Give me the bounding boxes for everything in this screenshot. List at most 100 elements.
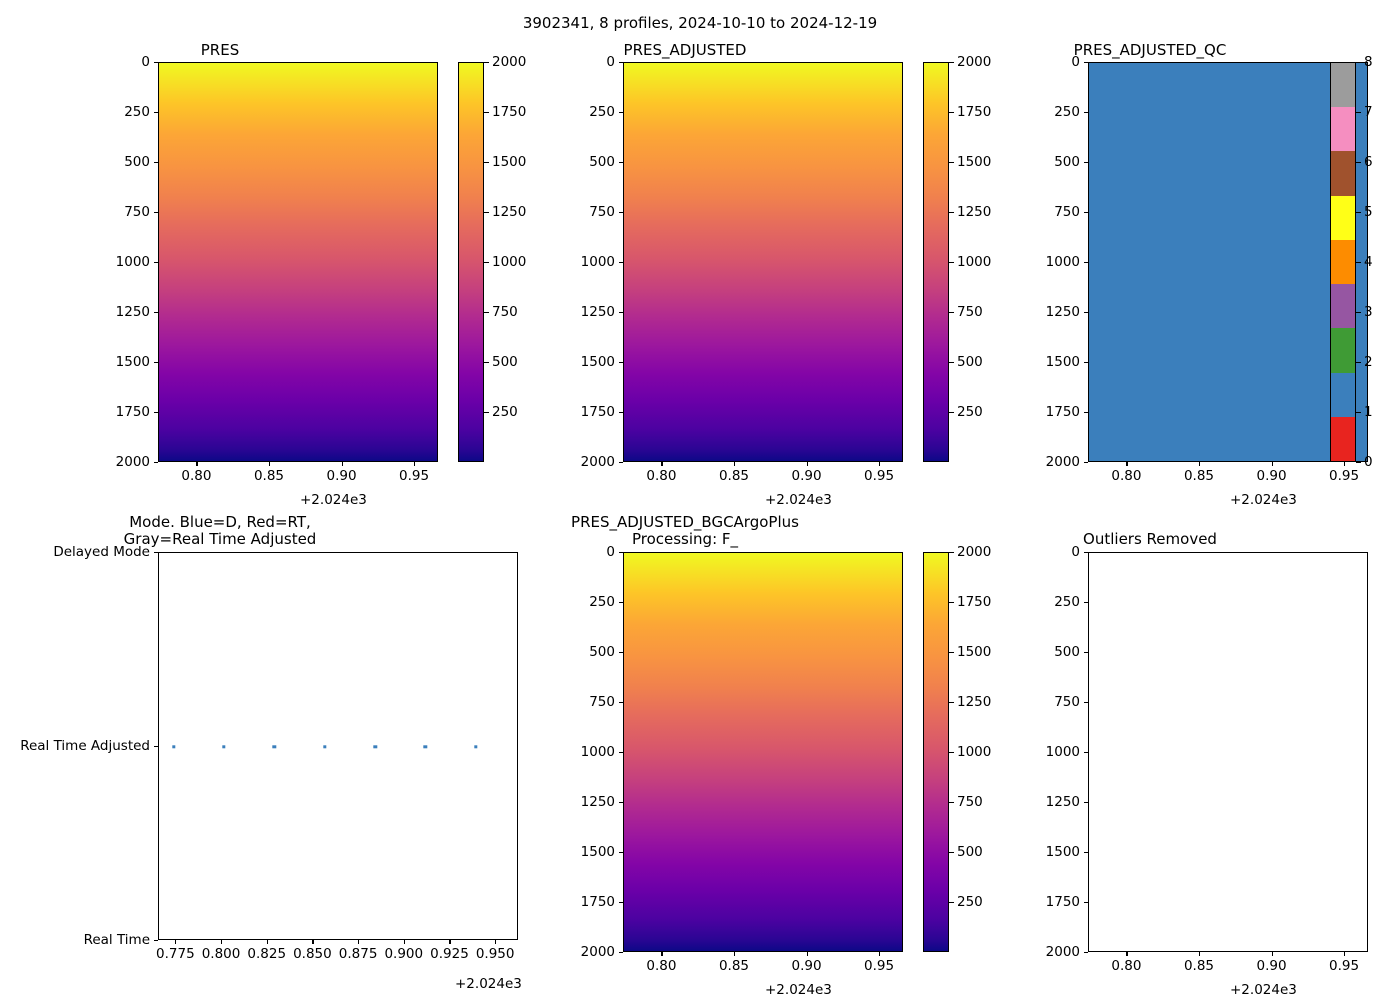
colorbar-tick-label: 1250 <box>957 694 992 710</box>
y-tick-mark <box>1084 262 1088 264</box>
y-tick-label: 1000 <box>580 744 615 760</box>
y-tick-mark <box>1084 802 1088 804</box>
panel-bgcargoplus-x-offset: +2.024e3 <box>765 982 832 998</box>
x-tick-label: 0.80 <box>181 468 212 484</box>
colorbar-tick-label: 2000 <box>957 544 992 560</box>
panel-bgcargoplus: PRES_ADJUSTED_BGCArgoPlus Processing: F_… <box>465 510 991 998</box>
colorbar-tick-mark <box>949 852 954 854</box>
y-tick-mark <box>1084 112 1088 114</box>
colorbar-tick-mark <box>484 162 489 164</box>
x-tick-mark <box>1126 462 1128 466</box>
colorbar-tick-mark <box>1356 262 1361 264</box>
panel-pres-adjusted-qc-axes[interactable] <box>1088 62 1368 462</box>
colorbar-tick-mark <box>949 62 954 64</box>
mode-data-point <box>373 745 377 749</box>
y-tick-label: 1250 <box>580 794 615 810</box>
x-tick-label: 0.85 <box>1183 468 1215 484</box>
colorbar-tick-label: 1500 <box>957 154 992 170</box>
y-tick-mark <box>619 802 623 804</box>
x-tick-mark <box>175 940 177 944</box>
colorbar-tick-label: 2 <box>1364 354 1373 370</box>
y-tick-label: 0 <box>606 54 615 70</box>
x-tick-label: 0.85 <box>718 468 750 484</box>
colorbar-tick-mark <box>949 112 954 114</box>
y-tick-label: 500 <box>589 644 615 660</box>
colorbar-tick-label: 1 <box>1364 404 1373 420</box>
y-tick-mark <box>1084 552 1088 554</box>
y-tick-mark <box>1084 312 1088 314</box>
colorbar-tick-label: 0 <box>1364 454 1373 470</box>
x-tick-label: 0.85 <box>253 468 285 484</box>
panel-pres-adjusted-x-offset: +2.024e3 <box>765 492 832 508</box>
qc-colorbar-band <box>1331 195 1355 240</box>
colorbar-tick-mark <box>1356 212 1361 214</box>
qc-colorbar-band <box>1331 372 1355 417</box>
x-tick-mark <box>266 940 268 944</box>
colorbar-tick-label: 250 <box>492 404 518 420</box>
pres-colorbar[interactable] <box>458 62 484 462</box>
mode-data-point <box>222 745 226 749</box>
qc-colorbar-band <box>1331 284 1355 329</box>
y-tick-label: 750 <box>1054 204 1080 220</box>
colorbar-tick-mark <box>484 312 489 314</box>
y-tick-mark <box>154 212 158 214</box>
y-tick-mark <box>1084 852 1088 854</box>
x-tick-label: 0.95 <box>399 468 430 484</box>
qc-colorbar[interactable] <box>1330 62 1356 462</box>
colorbar-tick-mark <box>949 602 954 604</box>
panel-pres-adjusted-axes[interactable] <box>623 62 903 462</box>
panel-pres-adjusted-qc-x-offset: +2.024e3 <box>1230 492 1297 508</box>
y-tick-label: 1500 <box>580 844 615 860</box>
colorbar-tick-mark <box>484 62 489 64</box>
colorbar-tick-label: 8 <box>1364 54 1373 70</box>
bgcargoplus-colorbar[interactable] <box>923 552 949 952</box>
y-tick-mark <box>154 262 158 264</box>
panel-mode-axes[interactable] <box>158 552 518 940</box>
mode-category-tick <box>154 552 158 554</box>
y-tick-label: 1250 <box>115 304 150 320</box>
y-tick-label: 1750 <box>115 404 150 420</box>
x-tick-mark <box>403 940 405 944</box>
colorbar-tick-label: 7 <box>1364 104 1373 120</box>
x-tick-label: 0.85 <box>718 958 750 974</box>
x-tick-mark <box>1344 462 1346 466</box>
panel-bgcargoplus-axes[interactable] <box>623 552 903 952</box>
x-tick-label: 0.800 <box>201 946 241 962</box>
y-tick-mark <box>619 952 623 954</box>
x-tick-label: 0.775 <box>156 946 195 962</box>
y-tick-mark <box>1084 652 1088 654</box>
colorbar-tick-label: 500 <box>957 844 983 860</box>
panel-pres-adjusted: PRES_ADJUSTED 0 250 500 750 1000 1250 1500 1750… <box>465 40 992 510</box>
x-tick-label: 0.80 <box>646 958 677 974</box>
colorbar-tick-label: 1000 <box>957 744 992 760</box>
y-tick-mark <box>1084 212 1088 214</box>
y-tick-mark <box>154 162 158 164</box>
pres-colorbar-gradient <box>459 63 483 461</box>
y-tick-mark <box>154 362 158 364</box>
colorbar-tick-mark <box>949 312 954 314</box>
x-tick-label: 0.80 <box>1111 958 1142 974</box>
qc-colorbar-band <box>1331 239 1355 285</box>
panel-mode-title-line2: Gray=Real Time Adjusted <box>123 530 317 548</box>
x-tick-mark <box>1271 952 1273 956</box>
colorbar-tick-label: 1500 <box>492 154 527 170</box>
y-tick-label: 2000 <box>1045 454 1080 470</box>
y-tick-mark <box>619 112 623 114</box>
colorbar-tick-mark <box>484 362 489 364</box>
colorbar-tick-label: 1750 <box>957 104 992 120</box>
x-tick-mark <box>1344 952 1346 956</box>
panel-pres: PRES 0 250 500 750 1000 1250 1500 1750 2000 0.80… <box>0 40 527 510</box>
pres-adjusted-colorbar[interactable] <box>923 62 949 462</box>
colorbar-tick-mark <box>1356 312 1361 314</box>
colorbar-tick-label: 250 <box>957 894 983 910</box>
x-tick-mark <box>1198 952 1201 956</box>
panel-outliers-removed-axes[interactable] <box>1088 552 1368 952</box>
colorbar-tick-label: 250 <box>957 404 983 420</box>
y-tick-label: 1250 <box>1045 304 1080 320</box>
panel-pres-axes[interactable] <box>158 62 438 462</box>
colorbar-tick-mark <box>949 752 954 754</box>
y-tick-label: 750 <box>589 204 615 220</box>
y-tick-mark <box>154 312 158 314</box>
x-tick-label: 0.825 <box>247 946 287 962</box>
y-tick-mark <box>619 902 623 904</box>
